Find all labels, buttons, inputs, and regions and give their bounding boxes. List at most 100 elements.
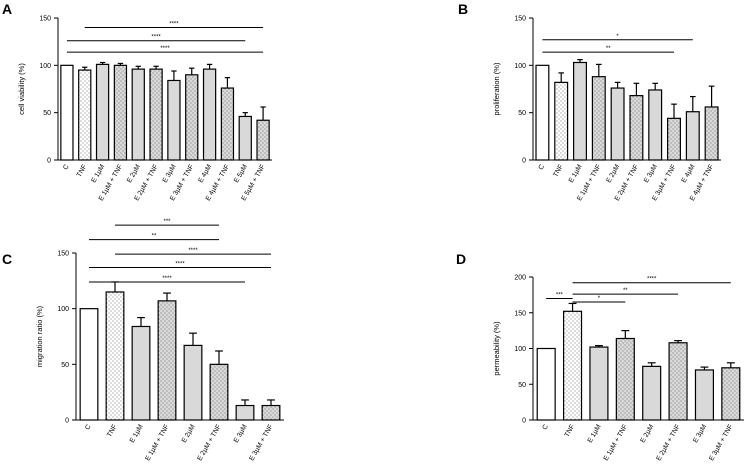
bar <box>694 369 715 421</box>
y-tick-label: 150 <box>39 16 51 23</box>
panel-label: C <box>2 251 12 267</box>
bar <box>113 64 128 161</box>
bar <box>131 325 151 421</box>
x-tick-label: C <box>538 163 547 171</box>
x-tick-label: E 2µM + TNF <box>655 424 681 463</box>
y-tick-label: 0 <box>47 158 51 165</box>
significance-label: * <box>598 296 601 302</box>
bar <box>610 87 625 161</box>
significance-label: ** <box>606 46 611 52</box>
significance-label: **** <box>151 35 161 41</box>
x-tick-label: E 1µM <box>90 163 106 184</box>
bar <box>220 87 235 161</box>
bar <box>615 337 635 421</box>
y-tick-label: 0 <box>522 418 526 425</box>
bar <box>202 68 217 161</box>
x-tick-label: E 2µM + TNF <box>196 424 222 463</box>
bar <box>105 291 125 421</box>
significance-label: **** <box>169 21 179 27</box>
x-tick-label: TNF <box>564 424 577 439</box>
bar <box>95 63 110 161</box>
bar <box>256 119 270 161</box>
y-tick-label: 200 <box>514 275 526 282</box>
x-tick-label: E 1µM <box>587 423 603 444</box>
bar <box>60 64 74 161</box>
significance-label: *** <box>556 292 564 298</box>
x-tick-label: E 1µM + TNF <box>603 424 629 463</box>
bar <box>79 308 99 421</box>
bar <box>642 365 662 421</box>
bar <box>562 310 583 421</box>
significance-label: **** <box>647 277 657 283</box>
bar <box>591 76 606 161</box>
y-tick-label: 100 <box>39 63 51 70</box>
x-tick-label: E 3µM + TNF <box>248 424 274 463</box>
x-tick-label: TNF <box>552 164 565 179</box>
y-tick-label: 50 <box>518 110 526 117</box>
x-tick-label: E 2µM <box>181 423 197 444</box>
bar <box>721 367 741 421</box>
x-tick-label: C <box>84 423 93 431</box>
y-tick-label: 150 <box>57 251 69 258</box>
x-tick-label: TNF <box>106 424 119 439</box>
bar <box>536 347 556 421</box>
bar <box>235 404 255 421</box>
x-tick-label: E 2µM <box>639 423 655 444</box>
panel-label: D <box>456 251 466 267</box>
bar <box>648 89 663 161</box>
x-tick-label: E 3µM <box>692 423 708 444</box>
bar <box>167 79 181 161</box>
bar <box>667 117 681 161</box>
y-tick-label: 0 <box>65 418 69 425</box>
bar <box>149 68 163 161</box>
significance-label: **** <box>188 248 198 254</box>
y-tick-label: 100 <box>514 346 526 353</box>
y-tick-label: 50 <box>43 110 51 117</box>
y-tick-label: 100 <box>514 63 526 70</box>
panel-label: B <box>458 1 468 17</box>
bar <box>185 74 199 161</box>
y-axis-label: migration ratio (%) <box>35 305 44 367</box>
significance-label: **** <box>162 276 172 282</box>
x-tick-label: E 4µM <box>681 163 697 184</box>
x-tick-label: E 3µM <box>162 163 178 184</box>
y-axis-label: proliferation (%) <box>492 62 501 115</box>
x-tick-label: C <box>62 163 71 171</box>
x-tick-label: E 1µM + TNF <box>144 424 170 463</box>
x-tick-label: TNF <box>76 164 89 179</box>
significance-label: *** <box>163 219 171 225</box>
x-tick-label: E 1µM <box>568 163 584 184</box>
x-tick-label: E 3µM + TNF <box>708 424 734 463</box>
x-tick-label: E 2µM <box>126 163 142 184</box>
y-tick-label: 100 <box>57 306 69 313</box>
x-tick-label: E 1µM <box>129 423 145 444</box>
significance-label: ** <box>152 234 157 240</box>
y-tick-label: 50 <box>61 362 69 369</box>
bar <box>131 68 145 161</box>
significance-label: * <box>616 34 619 40</box>
bar <box>183 344 203 421</box>
bar <box>704 106 719 161</box>
y-axis-label: cell viability (%) <box>17 63 26 115</box>
bar <box>535 64 550 161</box>
bar <box>157 300 177 421</box>
x-tick-label: E 5µM <box>233 163 249 184</box>
y-tick-label: 150 <box>514 16 526 23</box>
bar <box>238 115 252 161</box>
y-axis-label: permeability (%) <box>492 321 501 376</box>
significance-label: **** <box>160 46 170 52</box>
y-tick-label: 150 <box>514 310 526 317</box>
bar <box>573 61 587 161</box>
x-tick-label: E 2µM <box>605 163 621 184</box>
bar <box>685 111 700 161</box>
bar <box>589 346 609 421</box>
x-tick-label: E 4µM <box>197 163 213 184</box>
bar <box>78 69 92 161</box>
panel-label: A <box>2 1 12 17</box>
x-tick-label: E 3µM <box>233 423 249 444</box>
